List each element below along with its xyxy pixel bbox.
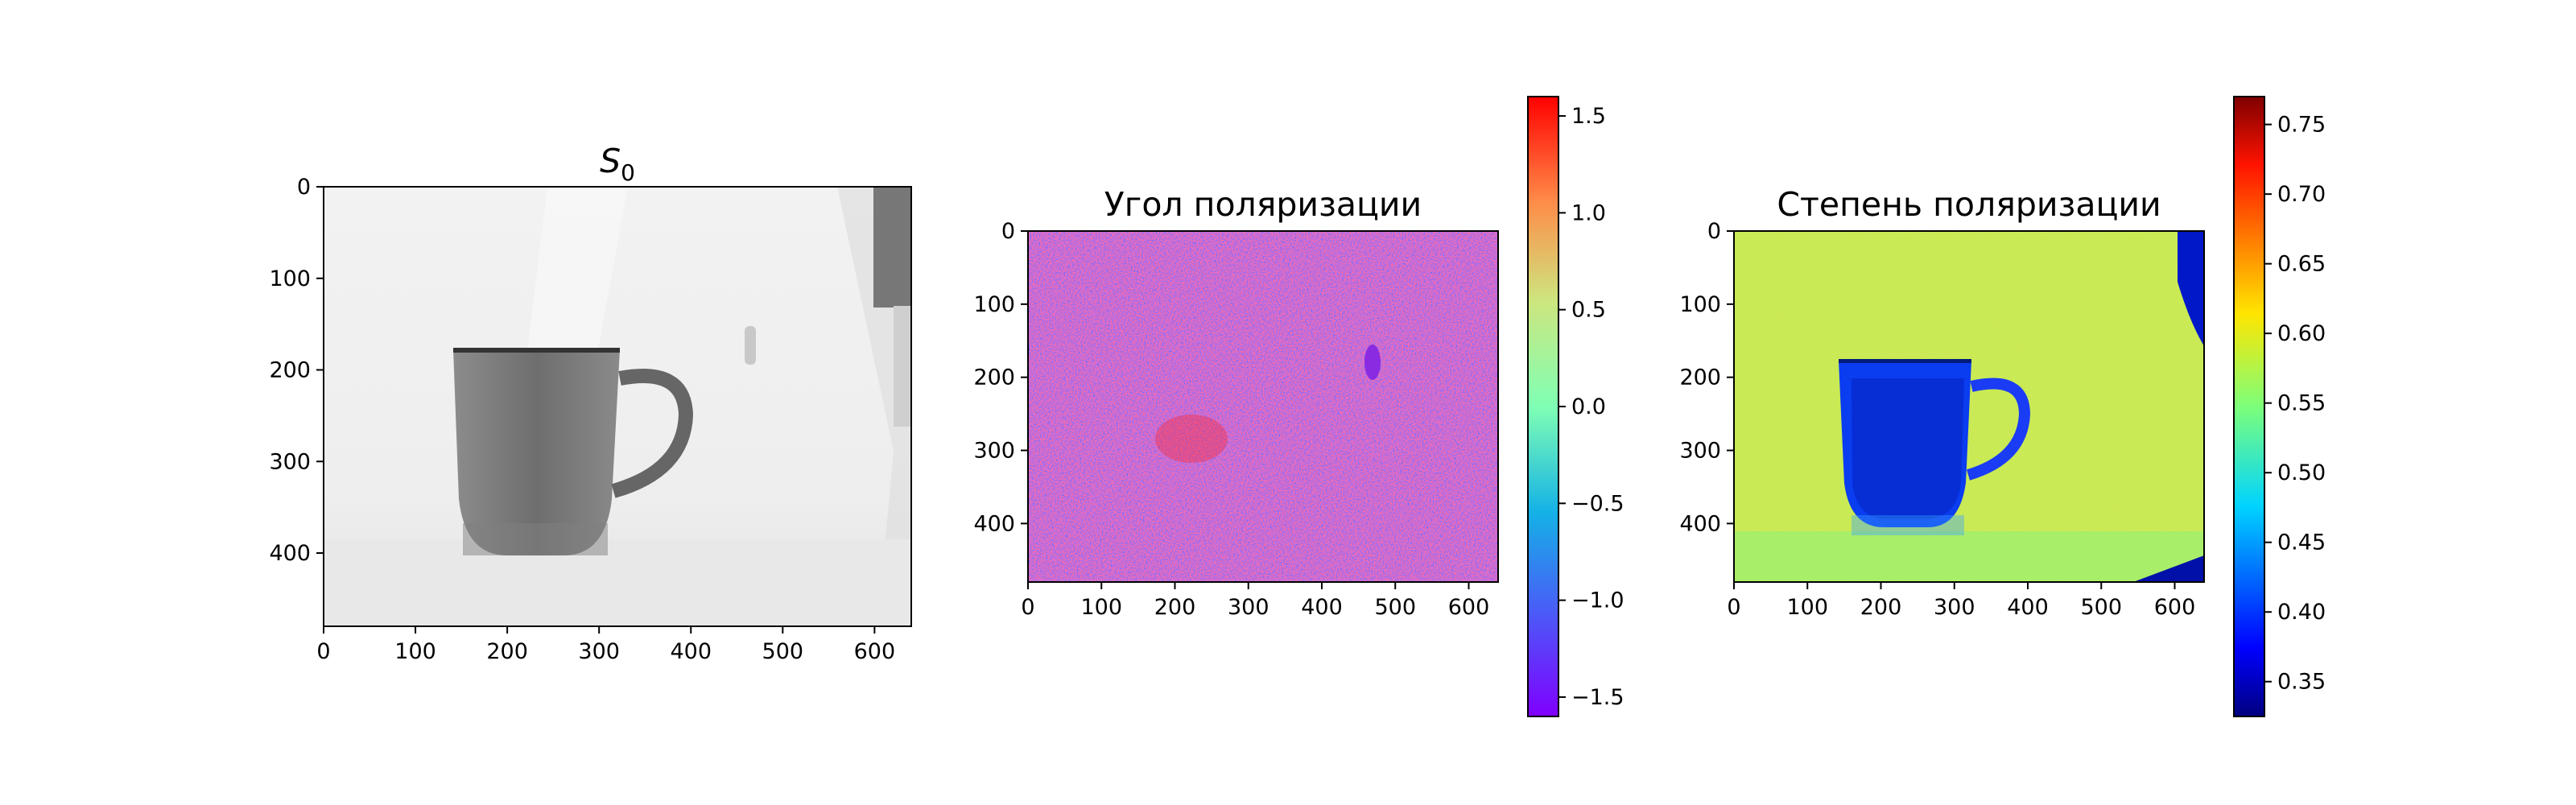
angle-colorbar-ticks: 1.5 1.0 0.5 0.0 −0.5 −1.0 −1.5 xyxy=(1558,104,1624,710)
y-tick-label: 200 xyxy=(269,358,311,383)
colorbar-tick-label: −0.5 xyxy=(1571,491,1624,516)
colorbar-tick-label: 1.0 xyxy=(1571,200,1606,225)
colorbar-tick-label: 0.5 xyxy=(1571,298,1606,323)
panel-degree: Степень поляризации 0 100 200 300 400 500 600 0… xyxy=(1679,97,2326,716)
y-tick-label: 100 xyxy=(973,292,1015,317)
y-tick-label: 100 xyxy=(269,266,311,291)
colorbar-tick-label: 0.45 xyxy=(2277,530,2326,555)
y-tick-label: 100 xyxy=(1679,292,1721,317)
y-tick-label: 300 xyxy=(973,439,1015,464)
x-tick-label: 200 xyxy=(486,639,528,664)
panel-s0-image xyxy=(324,187,911,626)
y-tick-label: 0 xyxy=(1707,219,1721,244)
x-tick-label: 600 xyxy=(2154,595,2196,620)
colorbar-tick-label: −1.0 xyxy=(1571,588,1624,613)
y-tick-label: 400 xyxy=(269,541,311,566)
panel-angle: Угол поляризации 0 100 200 300 400 500 600 0 100… xyxy=(973,97,1624,716)
x-tick-label: 200 xyxy=(1154,595,1196,620)
x-tick-label: 300 xyxy=(578,639,620,664)
y-tick-label: 400 xyxy=(1679,511,1721,536)
x-tick-label: 400 xyxy=(1301,595,1343,620)
colorbar-tick-label: 0.0 xyxy=(1571,394,1606,419)
colorbar-tick-label: 0.35 xyxy=(2277,670,2326,695)
y-tick-label: 200 xyxy=(1679,365,1721,390)
colorbar-tick-label: 0.50 xyxy=(2277,460,2326,485)
x-tick-label: 0 xyxy=(316,639,330,664)
y-tick-label: 200 xyxy=(973,365,1015,390)
degree-colorbar xyxy=(2234,97,2264,716)
panel-s0-title-sub: 0 xyxy=(621,159,635,186)
angle-colorbar xyxy=(1528,97,1558,716)
panel-degree-image xyxy=(1734,231,2204,582)
x-tick-label: 0 xyxy=(1727,595,1740,620)
colorbar-tick-label: 0.75 xyxy=(2277,113,2326,138)
x-tick-label: 600 xyxy=(1448,595,1490,620)
colorbar-tick-label: 0.70 xyxy=(2277,182,2326,207)
x-tick-label: 400 xyxy=(670,639,712,664)
colorbar-tick-label: −1.5 xyxy=(1571,685,1624,710)
y-tick-label: 300 xyxy=(1679,439,1721,464)
panel-angle-image xyxy=(1028,231,1498,582)
panel-angle-title: Угол поляризации xyxy=(1104,185,1422,224)
y-tick-label: 0 xyxy=(297,175,311,200)
y-tick-label: 0 xyxy=(1001,219,1015,244)
x-tick-label: 500 xyxy=(1374,595,1416,620)
colorbar-tick-label: 0.55 xyxy=(2277,391,2326,416)
x-tick-label: 100 xyxy=(1786,595,1828,620)
x-tick-label: 100 xyxy=(394,639,436,664)
colorbar-tick-label: 0.40 xyxy=(2277,600,2326,625)
x-tick-label: 400 xyxy=(2007,595,2049,620)
panel-s0-title-main: S xyxy=(600,142,621,180)
x-tick-label: 500 xyxy=(2080,595,2122,620)
degree-colorbar-ticks: 0.75 0.70 0.65 0.60 0.55 0.50 0.45 0.40 0.35 xyxy=(2264,113,2326,695)
y-tick-label: 400 xyxy=(973,511,1015,536)
colorbar-tick-label: 0.60 xyxy=(2277,321,2326,346)
x-tick-label: 100 xyxy=(1080,595,1122,620)
colorbar-tick-label: 0.65 xyxy=(2277,252,2326,277)
x-tick-label: 600 xyxy=(854,639,896,664)
x-tick-label: 500 xyxy=(762,639,804,664)
x-tick-label: 0 xyxy=(1021,595,1034,620)
x-tick-label: 300 xyxy=(1934,595,1975,620)
panel-degree-title: Степень поляризации xyxy=(1777,185,2161,224)
x-tick-label: 200 xyxy=(1860,595,1902,620)
panel-s0-title: S0 xyxy=(600,142,635,186)
colorbar-tick-label: 1.5 xyxy=(1571,104,1606,129)
x-tick-label: 300 xyxy=(1228,595,1269,620)
y-tick-label: 300 xyxy=(269,449,311,474)
